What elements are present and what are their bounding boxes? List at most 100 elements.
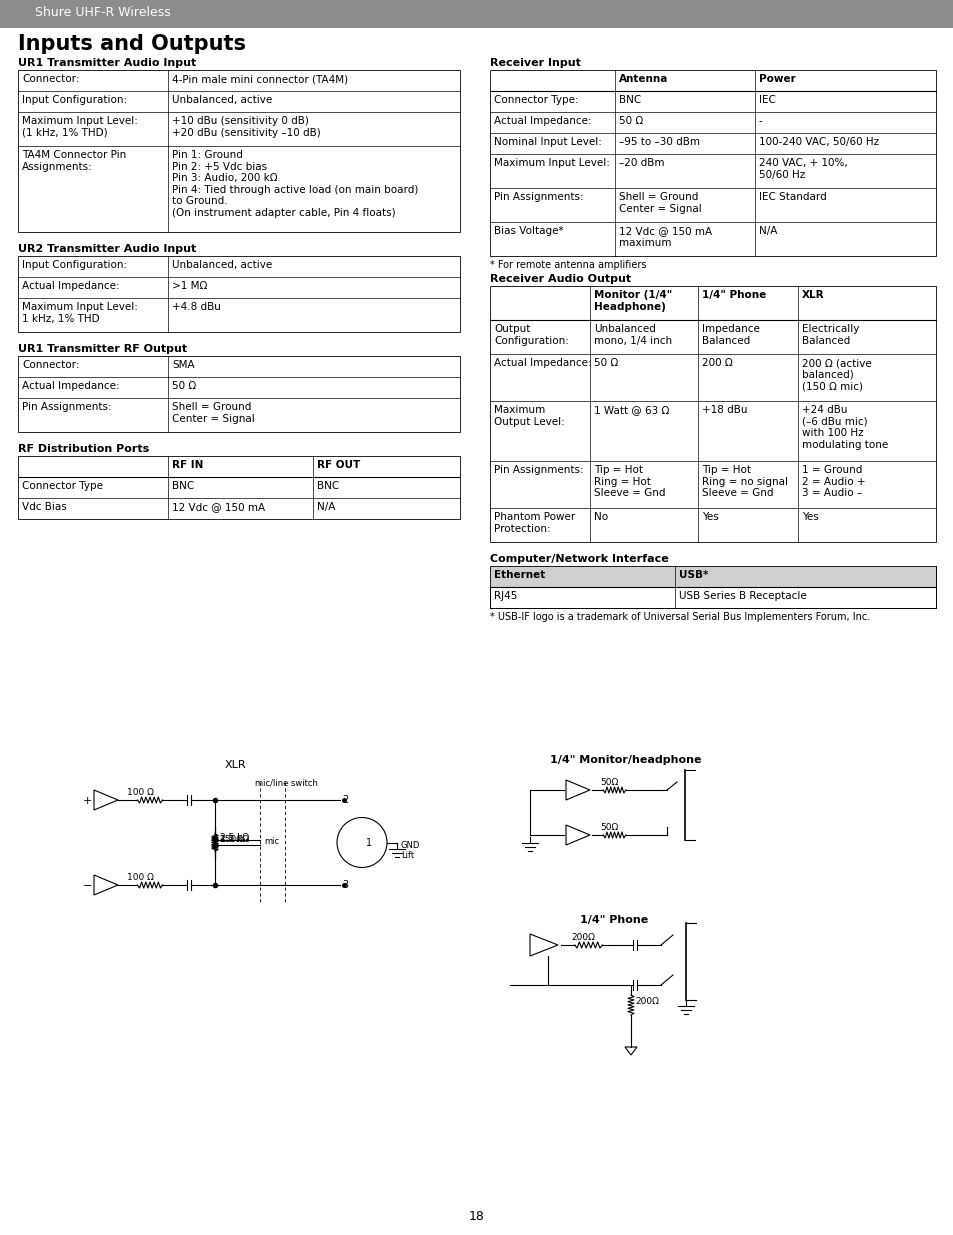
Bar	[18, 256, 459, 332]
Text: Yes: Yes	[701, 513, 718, 522]
Circle shape	[336, 818, 387, 867]
Text: USB*: USB*	[679, 571, 708, 580]
Text: 240 VAC, + 10%,
50/60 Hz: 240 VAC, + 10%, 50/60 Hz	[759, 158, 847, 179]
Text: 1: 1	[366, 837, 372, 847]
Bar	[490, 287, 935, 542]
Text: Actual Impedance:: Actual Impedance:	[22, 282, 119, 291]
Text: Electrically
Balanced: Electrically Balanced	[801, 324, 859, 346]
Text: Yes: Yes	[801, 513, 818, 522]
Text: >1 MΩ: >1 MΩ	[172, 282, 207, 291]
Text: +18 dBu: +18 dBu	[701, 405, 747, 415]
Text: UR1 Transmitter Audio Input: UR1 Transmitter Audio Input	[18, 58, 196, 68]
Text: Actual Impedance:: Actual Impedance:	[494, 358, 591, 368]
Text: Pin Assignments:: Pin Assignments:	[494, 191, 583, 203]
Text: 4-Pin male mini connector (TA4M): 4-Pin male mini connector (TA4M)	[172, 74, 348, 84]
Text: Shure UHF-R Wireless: Shure UHF-R Wireless	[35, 6, 171, 19]
Text: 1/4" Phone: 1/4" Phone	[579, 915, 648, 925]
Bar	[490, 566, 675, 587]
Text: Antenna: Antenna	[618, 74, 668, 84]
Text: Bias Voltage*: Bias Voltage*	[494, 226, 563, 236]
Text: Receiver Audio Output: Receiver Audio Output	[490, 274, 631, 284]
Text: 200Ω: 200Ω	[571, 932, 595, 942]
Text: Connector Type:: Connector Type:	[494, 95, 578, 105]
Text: –95 to –30 dBm: –95 to –30 dBm	[618, 137, 700, 147]
Text: XLR: XLR	[224, 760, 246, 769]
Polygon shape	[565, 781, 589, 800]
Text: 50 Ω: 50 Ω	[618, 116, 642, 126]
Bar	[18, 356, 459, 432]
Text: 50 Ω: 50 Ω	[594, 358, 618, 368]
Text: * USB-IF logo is a trademark of Universal Serial Bus Implementers Forum, Inc.: * USB-IF logo is a trademark of Universa…	[490, 613, 869, 622]
Text: Output
Configuration:: Output Configuration:	[494, 324, 568, 346]
Text: +24 dBu
(–6 dBu mic)
with 100 Hz
modulating tone: +24 dBu (–6 dBu mic) with 100 Hz modulat…	[801, 405, 887, 450]
Text: Actual Impedance:: Actual Impedance:	[494, 116, 591, 126]
Text: Monitor (1/4"
Headphone): Monitor (1/4" Headphone)	[594, 290, 672, 311]
Text: mic: mic	[264, 837, 279, 846]
Bar	[675, 566, 935, 587]
Text: RF Distribution Ports: RF Distribution Ports	[18, 445, 149, 454]
Text: UR1 Transmitter RF Output: UR1 Transmitter RF Output	[18, 345, 187, 354]
Text: Unbalanced
mono, 1/4 inch: Unbalanced mono, 1/4 inch	[594, 324, 672, 346]
Text: 18: 18	[469, 1210, 484, 1223]
Text: Input Configuration:: Input Configuration:	[22, 95, 127, 105]
Text: Connector:: Connector:	[22, 74, 79, 84]
Text: Tip = Hot
Ring = no signal
Sleeve = Gnd: Tip = Hot Ring = no signal Sleeve = Gnd	[701, 466, 787, 498]
Text: 50 Ω: 50 Ω	[172, 382, 196, 391]
Text: 200Ω: 200Ω	[635, 997, 659, 1007]
Text: 12 Vdc @ 150 mA: 12 Vdc @ 150 mA	[172, 501, 265, 513]
Text: 2.5 kΩ: 2.5 kΩ	[220, 835, 249, 844]
Text: +4.8 dBu: +4.8 dBu	[172, 303, 221, 312]
Text: Lift: Lift	[400, 851, 414, 860]
Text: Tip = Hot
Ring = Hot
Sleeve = Gnd: Tip = Hot Ring = Hot Sleeve = Gnd	[594, 466, 665, 498]
Text: Maximum Input Level:
(1 kHz, 1% THD): Maximum Input Level: (1 kHz, 1% THD)	[22, 116, 138, 137]
Text: 1 Watt @ 63 Ω: 1 Watt @ 63 Ω	[594, 405, 669, 415]
Bar	[490, 70, 935, 256]
Text: Computer/Network Interface: Computer/Network Interface	[490, 555, 668, 564]
Text: Actual Impedance:: Actual Impedance:	[22, 382, 119, 391]
Text: Maximum Input Level:
1 kHz, 1% THD: Maximum Input Level: 1 kHz, 1% THD	[22, 303, 138, 324]
Text: Power: Power	[759, 74, 795, 84]
Text: 50Ω: 50Ω	[599, 778, 618, 787]
Text: Connector Type: Connector Type	[22, 480, 103, 492]
Text: –20 dBm: –20 dBm	[618, 158, 664, 168]
Text: 100-240 VAC, 50/60 Hz: 100-240 VAC, 50/60 Hz	[759, 137, 879, 147]
Polygon shape	[94, 876, 118, 895]
Text: Impedance
Balanced: Impedance Balanced	[701, 324, 760, 346]
Text: RJ45: RJ45	[494, 592, 517, 601]
Text: +10 dBu (sensitivity 0 dB)
+20 dBu (sensitivity –10 dB): +10 dBu (sensitivity 0 dB) +20 dBu (sens…	[172, 116, 320, 137]
Text: Inputs and Outputs: Inputs and Outputs	[18, 35, 246, 54]
Text: GND: GND	[400, 841, 420, 850]
Text: IEC: IEC	[759, 95, 775, 105]
Text: Unbalanced, active: Unbalanced, active	[172, 261, 272, 270]
Text: Pin Assignments:: Pin Assignments:	[22, 403, 112, 412]
Text: Unbalanced, active: Unbalanced, active	[172, 95, 272, 105]
Text: -: -	[759, 116, 762, 126]
Text: Input Configuration:: Input Configuration:	[22, 261, 127, 270]
Text: Shell = Ground
Center = Signal: Shell = Ground Center = Signal	[172, 403, 254, 424]
Text: Ethernet: Ethernet	[494, 571, 545, 580]
Text: RF OUT: RF OUT	[316, 459, 360, 471]
Bar	[18, 70, 459, 232]
Text: 2: 2	[341, 795, 348, 805]
Bar	[0, 0, 953, 28]
Text: 3: 3	[341, 881, 348, 890]
Text: TA4M Connector Pin
Assignments:: TA4M Connector Pin Assignments:	[22, 149, 126, 172]
Text: SMA: SMA	[172, 359, 194, 370]
Text: +: +	[83, 797, 92, 806]
Text: XLR: XLR	[801, 290, 823, 300]
Bar	[18, 456, 459, 519]
Text: UR2 Transmitter Audio Input: UR2 Transmitter Audio Input	[18, 245, 196, 254]
Text: 2.5 kΩ: 2.5 kΩ	[220, 832, 249, 842]
Text: Pin 1: Ground
Pin 2: +5 Vdc bias
Pin 3: Audio, 200 kΩ
Pin 4: Tied through active: Pin 1: Ground Pin 2: +5 Vdc bias Pin 3: …	[172, 149, 418, 219]
Text: BNC: BNC	[316, 480, 339, 492]
Text: mic/line switch: mic/line switch	[254, 778, 317, 787]
Text: * For remote antenna amplifiers: * For remote antenna amplifiers	[490, 261, 646, 270]
Text: Maximum
Output Level:: Maximum Output Level:	[494, 405, 564, 426]
Text: Phantom Power
Protection:: Phantom Power Protection:	[494, 513, 575, 534]
Text: No: No	[594, 513, 607, 522]
Text: 100 Ω: 100 Ω	[127, 873, 153, 882]
Text: 200 Ω: 200 Ω	[701, 358, 732, 368]
Text: 1 = Ground
2 = Audio +
3 = Audio –: 1 = Ground 2 = Audio + 3 = Audio –	[801, 466, 864, 498]
Text: Maximum Input Level:: Maximum Input Level:	[494, 158, 609, 168]
Text: N/A: N/A	[316, 501, 335, 513]
